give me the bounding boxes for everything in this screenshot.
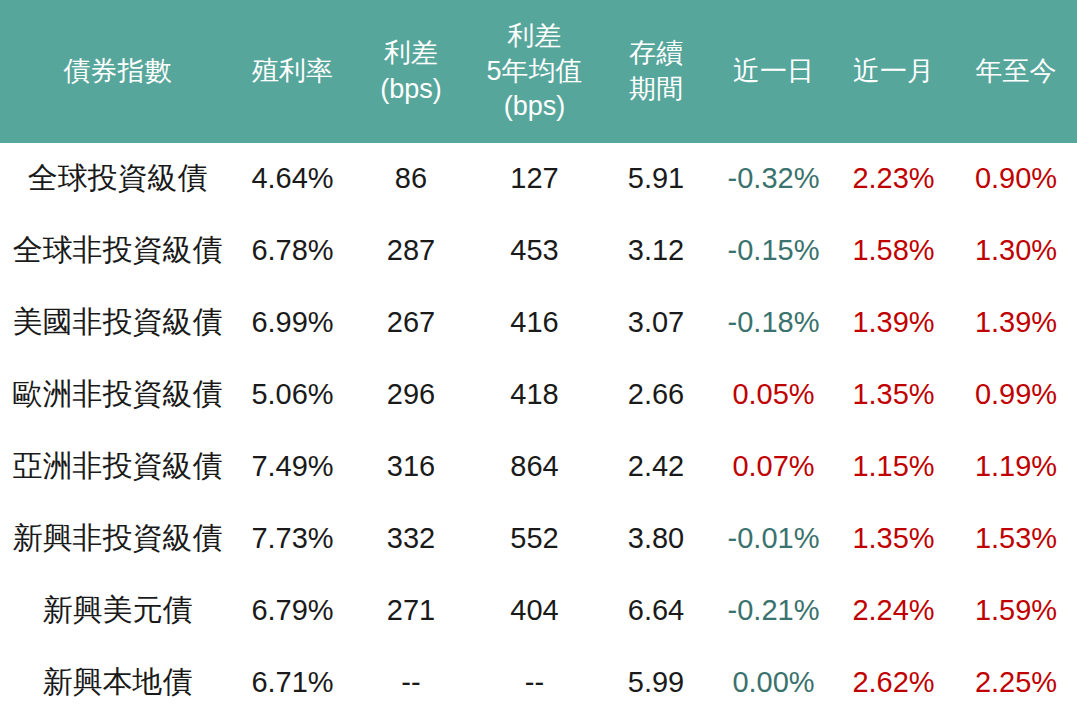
- cell-spread-bps: 267: [350, 287, 472, 359]
- cell-duration: 5.99: [597, 646, 715, 718]
- cell-chg-ytd: 1.53%: [955, 502, 1077, 574]
- cell-chg-ytd: 1.19%: [955, 431, 1077, 503]
- cell-name: 美國非投資級債: [0, 287, 235, 359]
- cell-chg-1m: 1.35%: [832, 502, 955, 574]
- cell-duration: 5.91: [597, 143, 715, 215]
- cell-duration: 2.66: [597, 359, 715, 431]
- cell-chg-1d: -0.18%: [715, 287, 832, 359]
- cell-name: 新興本地債: [0, 646, 235, 718]
- cell-spread-bps: --: [350, 646, 472, 718]
- cell-yield: 5.06%: [235, 359, 350, 431]
- cell-chg-1m: 1.39%: [832, 287, 955, 359]
- table-row: 亞洲非投資級債7.49%3168642.420.07%1.15%1.19%: [0, 431, 1077, 503]
- cell-name: 新興美元債: [0, 574, 235, 646]
- cell-chg-1m: 2.62%: [832, 646, 955, 718]
- cell-spread-bps: 86: [350, 143, 472, 215]
- cell-spread-bps: 271: [350, 574, 472, 646]
- table-row: 美國非投資級債6.99%2674163.07-0.18%1.39%1.39%: [0, 287, 1077, 359]
- cell-yield: 6.99%: [235, 287, 350, 359]
- cell-chg-ytd: 0.90%: [955, 143, 1077, 215]
- cell-chg-1m: 1.58%: [832, 215, 955, 287]
- table-row: 全球投資級債4.64%861275.91-0.32%2.23%0.90%: [0, 143, 1077, 215]
- cell-chg-1d: 0.07%: [715, 431, 832, 503]
- bond-index-table: 債券指數 殖利率 利差 (bps) 利差 5年均值 (bps) 存續 期間 近一…: [0, 0, 1077, 718]
- cell-spread-5y-avg-bps: 864: [472, 431, 597, 503]
- cell-chg-1d: -0.32%: [715, 143, 832, 215]
- cell-duration: 3.80: [597, 502, 715, 574]
- cell-spread-5y-avg-bps: 552: [472, 502, 597, 574]
- column-header-yield: 殖利率: [235, 0, 350, 143]
- cell-name: 亞洲非投資級債: [0, 431, 235, 503]
- cell-spread-5y-avg-bps: 418: [472, 359, 597, 431]
- cell-spread-bps: 287: [350, 215, 472, 287]
- cell-chg-ytd: 1.39%: [955, 287, 1077, 359]
- table-body: 全球投資級債4.64%861275.91-0.32%2.23%0.90%全球非投…: [0, 143, 1077, 718]
- column-header-change-1d: 近一日: [715, 0, 832, 143]
- cell-spread-5y-avg-bps: 453: [472, 215, 597, 287]
- cell-chg-ytd: 1.30%: [955, 215, 1077, 287]
- column-header-change-ytd: 年至今: [955, 0, 1077, 143]
- cell-spread-bps: 296: [350, 359, 472, 431]
- cell-duration: 3.12: [597, 215, 715, 287]
- cell-chg-1m: 2.23%: [832, 143, 955, 215]
- cell-chg-1d: 0.00%: [715, 646, 832, 718]
- cell-duration: 3.07: [597, 287, 715, 359]
- cell-name: 全球非投資級債: [0, 215, 235, 287]
- cell-chg-1d: 0.05%: [715, 359, 832, 431]
- cell-spread-5y-avg-bps: --: [472, 646, 597, 718]
- table-row: 新興美元債6.79%2714046.64-0.21%2.24%1.59%: [0, 574, 1077, 646]
- table-row: 新興本地債6.71%----5.990.00%2.62%2.25%: [0, 646, 1077, 718]
- cell-chg-ytd: 0.99%: [955, 359, 1077, 431]
- column-header-spread-bps: 利差 (bps): [350, 0, 472, 143]
- cell-name: 新興非投資級債: [0, 502, 235, 574]
- cell-spread-bps: 332: [350, 502, 472, 574]
- cell-spread-5y-avg-bps: 416: [472, 287, 597, 359]
- cell-chg-1m: 1.15%: [832, 431, 955, 503]
- column-header-duration: 存續 期間: [597, 0, 715, 143]
- cell-name: 歐洲非投資級債: [0, 359, 235, 431]
- cell-yield: 4.64%: [235, 143, 350, 215]
- cell-chg-ytd: 2.25%: [955, 646, 1077, 718]
- table-row: 新興非投資級債7.73%3325523.80-0.01%1.35%1.53%: [0, 502, 1077, 574]
- cell-yield: 6.79%: [235, 574, 350, 646]
- cell-chg-1m: 1.35%: [832, 359, 955, 431]
- table-row: 全球非投資級債6.78%2874533.12-0.15%1.58%1.30%: [0, 215, 1077, 287]
- cell-chg-ytd: 1.59%: [955, 574, 1077, 646]
- table-row: 歐洲非投資級債5.06%2964182.660.05%1.35%0.99%: [0, 359, 1077, 431]
- cell-chg-1d: -0.01%: [715, 502, 832, 574]
- column-header-spread-5y-avg-bps: 利差 5年均值 (bps): [472, 0, 597, 143]
- cell-yield: 6.71%: [235, 646, 350, 718]
- cell-duration: 6.64: [597, 574, 715, 646]
- cell-name: 全球投資級債: [0, 143, 235, 215]
- header-row: 債券指數 殖利率 利差 (bps) 利差 5年均值 (bps) 存續 期間 近一…: [0, 0, 1077, 143]
- cell-spread-5y-avg-bps: 404: [472, 574, 597, 646]
- column-header-change-1m: 近一月: [832, 0, 955, 143]
- cell-chg-1m: 2.24%: [832, 574, 955, 646]
- cell-spread-bps: 316: [350, 431, 472, 503]
- cell-duration: 2.42: [597, 431, 715, 503]
- cell-yield: 6.78%: [235, 215, 350, 287]
- cell-chg-1d: -0.15%: [715, 215, 832, 287]
- column-header-bond-index: 債券指數: [0, 0, 235, 143]
- cell-yield: 7.73%: [235, 502, 350, 574]
- table-header: 債券指數 殖利率 利差 (bps) 利差 5年均值 (bps) 存續 期間 近一…: [0, 0, 1077, 143]
- cell-yield: 7.49%: [235, 431, 350, 503]
- cell-spread-5y-avg-bps: 127: [472, 143, 597, 215]
- cell-chg-1d: -0.21%: [715, 574, 832, 646]
